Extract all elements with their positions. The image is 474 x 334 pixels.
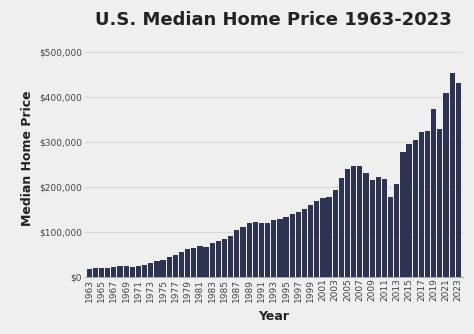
Bar bbox=[320, 198, 326, 277]
Bar bbox=[419, 132, 424, 277]
Bar bbox=[401, 152, 406, 277]
Bar bbox=[314, 201, 319, 277]
Bar bbox=[388, 197, 393, 277]
Bar bbox=[124, 266, 129, 277]
Bar bbox=[160, 260, 165, 277]
Bar bbox=[136, 266, 141, 277]
Bar bbox=[179, 252, 184, 277]
Bar bbox=[437, 129, 442, 277]
Bar bbox=[425, 131, 430, 277]
Bar bbox=[333, 189, 338, 277]
Bar bbox=[216, 241, 221, 277]
Bar bbox=[234, 230, 239, 277]
Bar bbox=[370, 180, 375, 277]
Y-axis label: Median Home Price: Median Home Price bbox=[20, 90, 34, 226]
Bar bbox=[277, 219, 283, 277]
Bar bbox=[431, 109, 436, 277]
Bar bbox=[283, 217, 289, 277]
Bar bbox=[296, 212, 301, 277]
Title: U.S. Median Home Price 1963-2023: U.S. Median Home Price 1963-2023 bbox=[95, 11, 452, 29]
Bar bbox=[240, 226, 246, 277]
Bar bbox=[449, 73, 455, 277]
Bar bbox=[142, 265, 147, 277]
Bar bbox=[339, 178, 344, 277]
Bar bbox=[265, 222, 270, 277]
Bar bbox=[203, 247, 209, 277]
Bar bbox=[222, 239, 227, 277]
Bar bbox=[130, 267, 135, 277]
Bar bbox=[253, 222, 258, 277]
Bar bbox=[345, 169, 350, 277]
Bar bbox=[443, 94, 448, 277]
Bar bbox=[394, 183, 400, 277]
Bar bbox=[87, 269, 92, 277]
Bar bbox=[228, 236, 233, 277]
Bar bbox=[290, 214, 295, 277]
Bar bbox=[357, 166, 363, 277]
Bar bbox=[185, 249, 190, 277]
Bar bbox=[302, 209, 307, 277]
Bar bbox=[456, 84, 461, 277]
Bar bbox=[406, 144, 412, 277]
Bar bbox=[308, 205, 313, 277]
Bar bbox=[197, 246, 202, 277]
Bar bbox=[166, 257, 172, 277]
Bar bbox=[382, 179, 387, 277]
Bar bbox=[210, 243, 215, 277]
X-axis label: Year: Year bbox=[258, 310, 289, 323]
Bar bbox=[246, 223, 252, 277]
Bar bbox=[191, 248, 196, 277]
Bar bbox=[111, 267, 117, 277]
Bar bbox=[376, 177, 381, 277]
Bar bbox=[154, 261, 160, 277]
Bar bbox=[148, 263, 154, 277]
Bar bbox=[412, 140, 418, 277]
Bar bbox=[105, 268, 110, 277]
Bar bbox=[118, 267, 123, 277]
Bar bbox=[351, 166, 356, 277]
Bar bbox=[259, 223, 264, 277]
Bar bbox=[327, 197, 332, 277]
Bar bbox=[364, 173, 369, 277]
Bar bbox=[99, 268, 104, 277]
Bar bbox=[93, 269, 98, 277]
Bar bbox=[271, 220, 276, 277]
Bar bbox=[173, 255, 178, 277]
